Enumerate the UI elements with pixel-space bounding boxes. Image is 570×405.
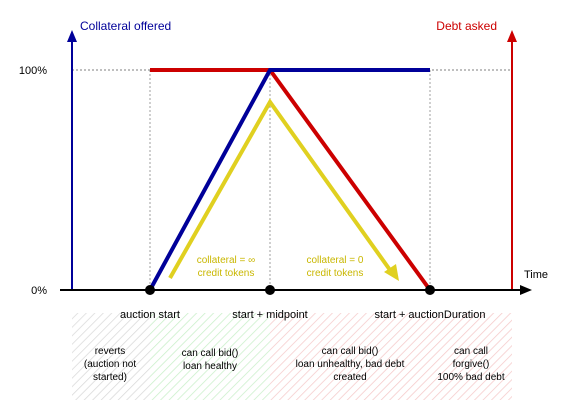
- zone-healthy-bg: [150, 313, 270, 400]
- zone-healthy-line-2: loan healthy: [183, 361, 237, 372]
- annotation-coll-zero-1: collateral = 0: [307, 255, 364, 266]
- yellow-collateral-line: [168, 98, 392, 279]
- zone-unhealthy-line-1: can call bid(): [322, 346, 379, 357]
- zone-forgive-line-1: can call: [454, 346, 488, 357]
- y-label-0: 0%: [31, 285, 47, 297]
- yellow-arrow-icon: [384, 264, 399, 281]
- collateral-line: [148, 68, 430, 291]
- zone-reverts-line-3: started): [93, 372, 127, 383]
- zone-unhealthy-line-3: created: [333, 372, 366, 383]
- zone-reverts-line-1: reverts: [95, 346, 126, 357]
- zone-forgive-line-3: 100% bad debt: [437, 372, 505, 383]
- debt-axis-arrow-icon: [507, 30, 517, 42]
- zone-reverts-line-2: (auction not: [84, 359, 136, 370]
- time-axis-arrow-icon: [520, 285, 532, 295]
- annotation-coll-zero-2: credit tokens: [307, 268, 364, 279]
- zone-healthy-line-1: can call bid(): [182, 348, 239, 359]
- annotation-coll-inf-2: credit tokens: [198, 268, 255, 279]
- zone-forgive-line-2: forgive(): [453, 359, 490, 370]
- zone-unhealthy-line-2: loan unhealthy, bad debt: [296, 359, 405, 370]
- zone-reverts-bg: [72, 313, 150, 400]
- x-axis-label: Time: [524, 269, 548, 281]
- label-auction-start: auction start: [120, 309, 180, 321]
- y-label-100: 100%: [19, 65, 47, 77]
- mid-point: [265, 285, 275, 295]
- end-point: [425, 285, 435, 295]
- start-point: [145, 285, 155, 295]
- label-auction-end: start + auctionDuration: [375, 309, 486, 321]
- annotation-coll-inf-1: collateral = ∞: [197, 255, 256, 266]
- collateral-axis-arrow-icon: [67, 30, 77, 42]
- zone-unhealthy-bg: [270, 313, 430, 400]
- debt-line: [150, 68, 432, 292]
- zone-forgive-bg: [430, 313, 512, 400]
- collateral-axis-label: Collateral offered: [80, 19, 171, 33]
- debt-axis-label: Debt asked: [436, 19, 497, 33]
- label-midpoint: start + midpoint: [232, 309, 308, 321]
